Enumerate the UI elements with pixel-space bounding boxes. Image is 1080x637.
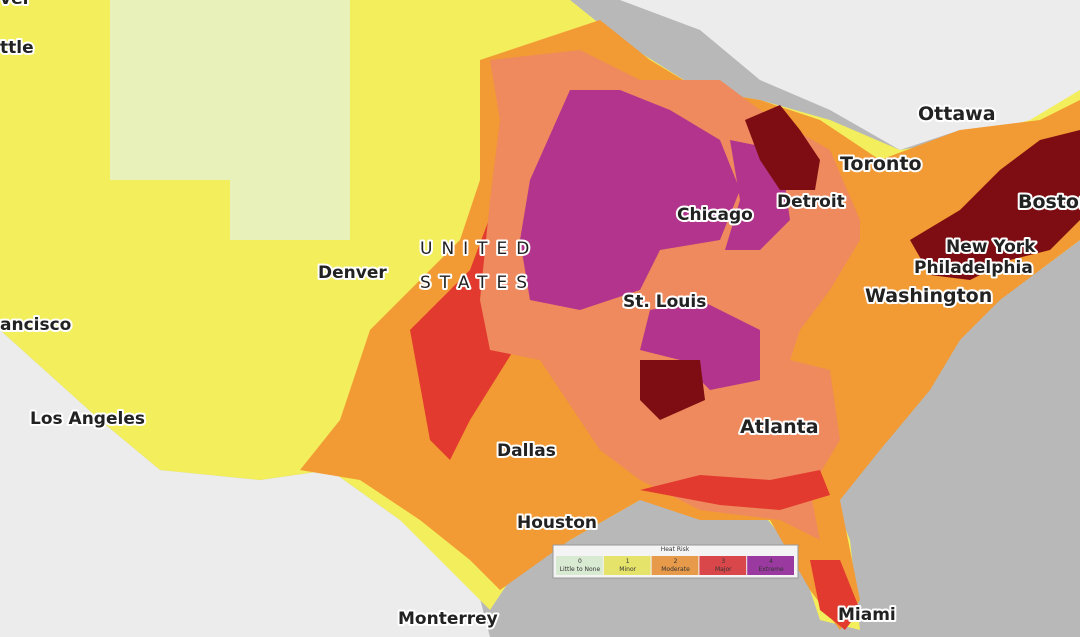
legend-level: 2	[674, 558, 678, 565]
city-label: Detroit	[777, 192, 845, 212]
legend-label: Minor	[619, 566, 636, 573]
major-gulf	[640, 470, 830, 510]
legend-label: Major	[715, 566, 732, 573]
city-label: Monterrey	[398, 609, 498, 629]
city-label: Miami	[838, 605, 896, 625]
city-label: Washington	[865, 285, 992, 307]
city-label: Ottawa	[918, 103, 996, 125]
city-label: St. Louis	[623, 292, 706, 312]
severe-northeast	[910, 130, 1080, 280]
legend-swatch	[651, 556, 699, 575]
legend-label: Little to None	[560, 566, 601, 573]
legend-swatch	[556, 556, 603, 575]
city-label: ttle	[0, 38, 34, 58]
legend-swatch	[747, 556, 794, 575]
extreme-midwest	[520, 90, 740, 310]
legend-label: Moderate	[661, 566, 690, 573]
city-label: ancisco	[0, 315, 71, 335]
city-label: Los Angeles	[30, 409, 145, 429]
mexico	[0, 330, 490, 637]
legend-level: 4	[769, 558, 773, 565]
legend-level: 3	[721, 558, 725, 565]
country-label: STATES	[420, 273, 536, 293]
canada	[560, 0, 1080, 150]
severe-michigan	[745, 105, 820, 190]
city-label: Denver	[318, 263, 387, 283]
legend-swatch	[603, 556, 651, 575]
legend-label: Extreme	[758, 566, 784, 573]
low-risk-area	[110, 0, 350, 240]
city-label: Philadelphia	[914, 258, 1033, 278]
city-label: ver	[0, 0, 32, 9]
city-label: Boston	[1018, 191, 1080, 213]
country-label: UNITED	[420, 239, 538, 259]
major-florida	[810, 560, 860, 630]
city-label: Toronto	[840, 153, 922, 175]
severe-south	[640, 360, 705, 420]
legend-title: Heat Risk	[661, 546, 690, 553]
city-label: Chicago	[677, 205, 753, 225]
city-label: Atlanta	[740, 416, 819, 438]
legend-level: 1	[626, 558, 630, 565]
legend-level: 0	[578, 558, 582, 565]
city-label: Dallas	[497, 441, 556, 461]
extreme-south	[640, 300, 760, 390]
legend-swatch	[699, 556, 747, 575]
city-label: Houston	[517, 513, 597, 533]
city-label: New York	[946, 237, 1036, 257]
